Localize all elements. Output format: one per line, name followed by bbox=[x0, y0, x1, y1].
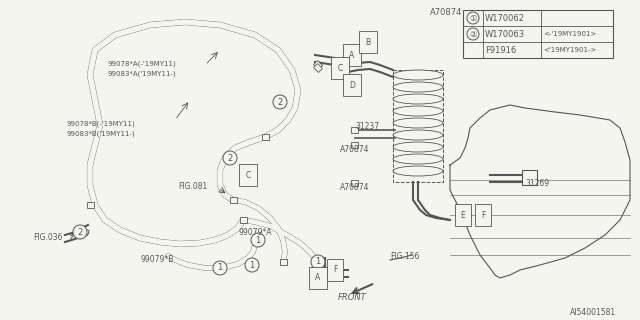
Text: FIG.156: FIG.156 bbox=[390, 252, 419, 261]
Text: F: F bbox=[333, 266, 337, 275]
Bar bbox=[86, 202, 93, 208]
Bar bbox=[239, 217, 246, 223]
Circle shape bbox=[213, 261, 227, 275]
Bar bbox=[314, 60, 323, 69]
Text: <-'19MY1901>: <-'19MY1901> bbox=[543, 31, 596, 37]
Bar bbox=[351, 180, 358, 186]
Text: FIG.036: FIG.036 bbox=[33, 233, 63, 242]
Bar bbox=[81, 228, 89, 236]
Circle shape bbox=[251, 233, 265, 247]
Text: A70874: A70874 bbox=[340, 183, 369, 192]
Ellipse shape bbox=[393, 106, 443, 116]
Text: D: D bbox=[349, 81, 355, 90]
Text: C: C bbox=[337, 63, 342, 73]
Text: F: F bbox=[481, 211, 485, 220]
Ellipse shape bbox=[393, 82, 443, 92]
Bar bbox=[522, 170, 537, 185]
Text: <'19MY1901->: <'19MY1901-> bbox=[543, 47, 596, 53]
Text: W170062: W170062 bbox=[485, 13, 525, 22]
Text: 99078*A(-'19MY11): 99078*A(-'19MY11) bbox=[107, 60, 176, 67]
Text: FRONT: FRONT bbox=[338, 293, 366, 302]
Text: AI54001581: AI54001581 bbox=[570, 308, 616, 317]
Text: 99079*B: 99079*B bbox=[140, 255, 173, 264]
Ellipse shape bbox=[393, 70, 443, 80]
Bar bbox=[351, 142, 358, 148]
Bar bbox=[314, 64, 323, 72]
Ellipse shape bbox=[393, 94, 443, 104]
Text: 1: 1 bbox=[218, 263, 223, 273]
Text: 1: 1 bbox=[250, 260, 255, 269]
Text: 2: 2 bbox=[227, 154, 232, 163]
Text: 99083*B('19MY11-): 99083*B('19MY11-) bbox=[66, 130, 135, 137]
Ellipse shape bbox=[393, 166, 443, 176]
Bar bbox=[230, 197, 237, 203]
Circle shape bbox=[273, 95, 287, 109]
Ellipse shape bbox=[393, 142, 443, 152]
Circle shape bbox=[467, 28, 479, 40]
Circle shape bbox=[73, 225, 87, 239]
Text: 99079*A: 99079*A bbox=[238, 228, 271, 237]
Ellipse shape bbox=[393, 130, 443, 140]
Text: 99083*A('19MY11-): 99083*A('19MY11-) bbox=[107, 70, 176, 76]
Bar bbox=[262, 134, 269, 140]
Text: A: A bbox=[316, 274, 321, 283]
Text: 31269: 31269 bbox=[525, 179, 549, 188]
Text: FIG.081: FIG.081 bbox=[178, 182, 207, 191]
Text: ①: ① bbox=[469, 13, 477, 22]
Bar bbox=[280, 259, 287, 265]
Text: W170063: W170063 bbox=[485, 29, 525, 38]
Circle shape bbox=[223, 151, 237, 165]
Ellipse shape bbox=[393, 118, 443, 128]
Text: 1: 1 bbox=[255, 236, 260, 244]
Circle shape bbox=[245, 258, 259, 272]
Circle shape bbox=[467, 12, 479, 24]
Text: 2: 2 bbox=[77, 228, 83, 236]
Text: E: E bbox=[461, 211, 465, 220]
Text: A: A bbox=[349, 51, 355, 60]
Ellipse shape bbox=[393, 154, 443, 164]
Bar bbox=[351, 127, 358, 133]
Text: A70874: A70874 bbox=[340, 145, 369, 154]
Text: 2: 2 bbox=[277, 98, 283, 107]
Text: 31237: 31237 bbox=[355, 122, 379, 131]
Text: 99078*B(-'19MY11): 99078*B(-'19MY11) bbox=[66, 120, 135, 126]
Text: 1: 1 bbox=[316, 258, 321, 267]
Text: B: B bbox=[365, 37, 371, 46]
Circle shape bbox=[311, 255, 325, 269]
Text: ②: ② bbox=[469, 29, 477, 38]
Bar bbox=[463, 10, 613, 58]
Text: A70874: A70874 bbox=[430, 8, 462, 17]
Text: F91916: F91916 bbox=[485, 45, 516, 54]
Text: C: C bbox=[245, 171, 251, 180]
